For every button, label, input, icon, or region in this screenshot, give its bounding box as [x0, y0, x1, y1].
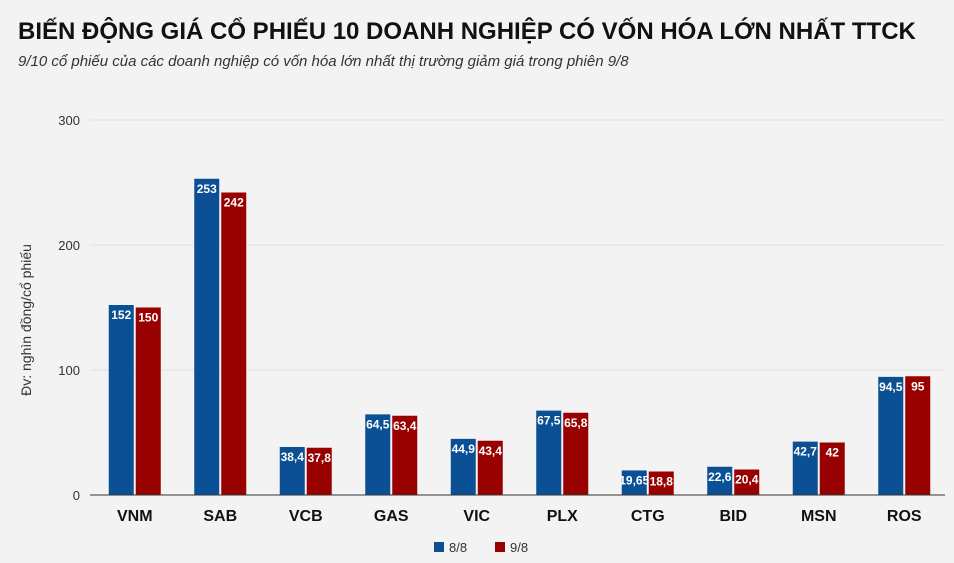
bar-9/8-CTG: [648, 471, 674, 495]
x-tick-label: VIC: [463, 508, 490, 525]
bar-9/8-MSN: [819, 442, 845, 495]
data-label: 43,4: [479, 444, 503, 458]
bar-9/8-VCB: [306, 447, 332, 495]
bar-8/8-MSN: [792, 441, 818, 495]
x-tick-label: SAB: [203, 508, 237, 525]
bar-9/8-ROS: [905, 376, 931, 495]
bar-8/8-VNM: [108, 305, 134, 495]
data-label: 22,6: [708, 470, 732, 484]
bar-8/8-BID: [707, 466, 733, 495]
bar-8/8-CTG: [621, 470, 647, 495]
y-tick-label: 300: [58, 113, 80, 128]
data-label: 20,4: [735, 473, 759, 487]
data-label: 94,5: [879, 380, 903, 394]
data-label: 152: [111, 308, 131, 322]
x-tick-label: VCB: [289, 508, 323, 525]
chart-title: BIẾN ĐỘNG GIÁ CỔ PHIẾU 10 DOANH NGHIỆP C…: [18, 18, 916, 45]
data-label: 19,65: [619, 473, 649, 487]
legend-swatch-8/8: [434, 542, 444, 552]
y-tick-label: 0: [73, 488, 80, 503]
bar-8/8-PLX: [536, 410, 562, 495]
bar-8/8-SAB: [194, 178, 220, 495]
data-label: 67,5: [537, 414, 561, 428]
bar-8/8-ROS: [878, 376, 904, 495]
data-label: 18,8: [650, 475, 674, 489]
x-tick-label: VNM: [117, 508, 153, 525]
bar-9/8-BID: [734, 469, 760, 495]
bar-9/8-VIC: [477, 440, 503, 495]
y-axis-label: Đv: nghìn đồng/cổ phiếu: [18, 244, 34, 396]
bar-8/8-GAS: [365, 414, 391, 495]
x-tick-label: MSN: [801, 508, 837, 525]
legend-label: 9/8: [510, 540, 528, 555]
data-label: 63,4: [393, 419, 417, 433]
bar-8/8-VCB: [279, 447, 305, 495]
data-label: 64,5: [366, 417, 390, 431]
chart-subtitle: 9/10 cổ phiếu của các doanh nghiệp có vố…: [18, 53, 629, 70]
data-label: 95: [911, 379, 925, 393]
x-tick-label: PLX: [547, 508, 578, 525]
bar-8/8-VIC: [450, 438, 476, 495]
bar-9/8-VNM: [135, 307, 161, 495]
data-label: 150: [138, 311, 158, 325]
legend-swatch-9/8: [495, 542, 505, 552]
data-label: 38,4: [281, 450, 305, 464]
data-label: 65,8: [564, 416, 588, 430]
x-tick-label: ROS: [887, 508, 922, 525]
data-label: 37,8: [308, 451, 332, 465]
y-tick-label: 100: [58, 363, 80, 378]
bar-9/8-SAB: [221, 192, 247, 495]
bar-9/8-GAS: [392, 415, 418, 495]
x-tick-label: CTG: [631, 508, 665, 525]
legend-label: 8/8: [449, 540, 467, 555]
bar-9/8-PLX: [563, 412, 589, 495]
data-label: 242: [224, 196, 244, 210]
x-tick-label: GAS: [374, 508, 409, 525]
data-label: 253: [197, 182, 217, 196]
data-label: 42: [826, 446, 840, 460]
y-tick-label: 200: [58, 238, 80, 253]
data-label: 44,9: [452, 442, 476, 456]
data-label: 42,7: [794, 445, 818, 459]
x-tick-label: BID: [719, 508, 747, 525]
